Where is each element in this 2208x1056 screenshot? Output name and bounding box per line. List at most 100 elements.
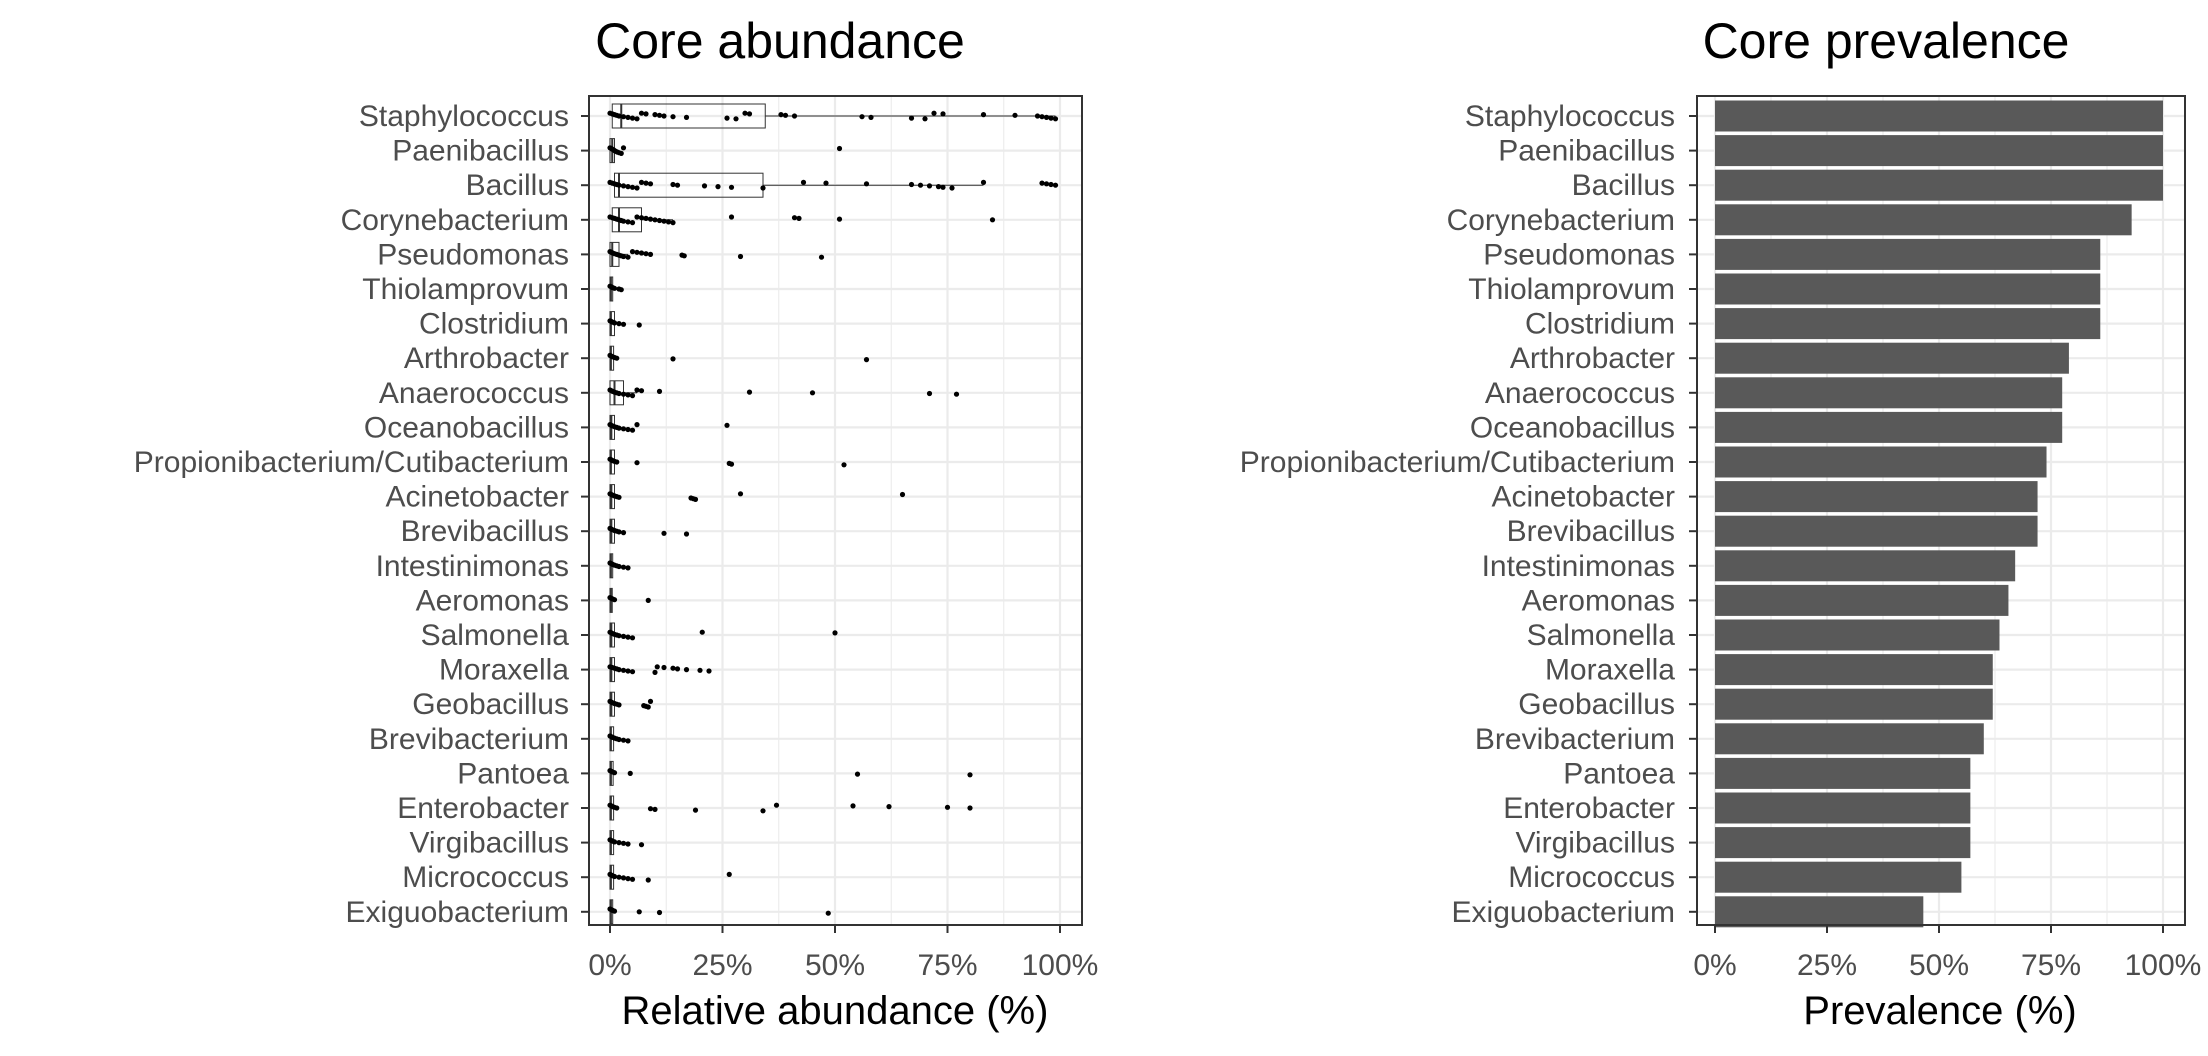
abundance-x-axis-title: Relative abundance (%): [622, 989, 1049, 1033]
abundance-point: [854, 771, 861, 777]
abundance-point: [647, 181, 654, 187]
abundance-point: [638, 179, 645, 185]
prevalence-x-tick-label: 0%: [1693, 949, 1736, 982]
abundance-point: [629, 669, 636, 675]
abundance-point: [926, 390, 933, 397]
abundance-point: [616, 840, 622, 846]
prevalence-category-label: Anaerococcus: [1485, 377, 1675, 410]
abundance-category-label: Staphylococcus: [359, 100, 569, 133]
abundance-point: [629, 876, 636, 882]
abundance-category-labels: StaphylococcusPaenibacillusBacillusCoryn…: [134, 100, 589, 929]
abundance-point: [618, 150, 624, 156]
prevalence-category-labels: StaphylococcusPaenibacillusBacillusCoryn…: [1240, 100, 1697, 929]
abundance-point: [616, 425, 622, 431]
abundance-point: [620, 840, 627, 846]
prevalence-bar: [1715, 723, 1984, 755]
abundance-category-label: Oceanobacillus: [364, 411, 569, 444]
abundance-point: [614, 459, 620, 465]
prevalence-category-label: Virgibacillus: [1515, 827, 1675, 860]
prevalence-bar: [1715, 827, 1971, 859]
abundance-point: [629, 115, 636, 121]
abundance-point: [638, 110, 645, 116]
abundance-point: [670, 665, 676, 671]
abundance-category-label: Moraxella: [439, 654, 569, 687]
prevalence-x-tick-label: 50%: [1909, 949, 1969, 982]
abundance-point: [629, 184, 636, 190]
abundance-point: [760, 808, 766, 814]
prevalence-bar: [1715, 100, 2163, 132]
abundance-point: [643, 111, 649, 117]
abundance-point: [1043, 181, 1050, 187]
abundance-category-label: Acinetobacter: [386, 481, 569, 514]
abundance-point: [625, 841, 631, 847]
abundance-point: [634, 185, 640, 191]
prevalence-category-label: Oceanobacillus: [1470, 411, 1675, 444]
abundance-category-label: Intestinimonas: [376, 550, 569, 583]
abundance-point: [917, 182, 924, 188]
prevalence-x-tick-labels: 0% 25% 50% 75% 100%: [1693, 925, 2201, 982]
abundance-point: [629, 635, 636, 641]
abundance-point: [683, 531, 690, 537]
abundance-point: [625, 426, 631, 433]
abundance-point: [634, 214, 640, 220]
abundance-point: [636, 322, 642, 328]
abundance-point: [652, 806, 658, 813]
abundance-point: [742, 110, 748, 116]
abundance-point: [940, 184, 946, 190]
abundance-point: [629, 249, 636, 255]
abundance-point: [841, 462, 847, 468]
abundance-point: [944, 804, 951, 810]
prevalence-x-tick-label: 100%: [2125, 949, 2202, 982]
abundance-point: [728, 214, 735, 220]
abundance-point: [791, 113, 798, 119]
abundance-point: [643, 180, 649, 186]
abundance-point: [647, 251, 654, 257]
abundance-point: [940, 111, 946, 117]
abundance-point: [616, 182, 622, 188]
prevalence-category-label: Acinetobacter: [1492, 481, 1675, 514]
prevalence-category-label: Bacillus: [1572, 169, 1675, 202]
abundance-point: [850, 803, 856, 809]
abundance-point: [683, 667, 690, 673]
abundance-point: [652, 669, 658, 676]
abundance-point: [670, 220, 676, 226]
abundance-point: [949, 185, 955, 191]
abundance-point: [1034, 113, 1041, 119]
prevalence-bar: [1715, 481, 2038, 513]
prevalence-bar: [1715, 411, 2063, 443]
abundance-point: [645, 597, 651, 604]
abundance-point: [638, 215, 645, 221]
abundance-point: [670, 114, 676, 120]
abundance-point: [636, 909, 642, 915]
abundance-point: [728, 461, 735, 467]
abundance-point: [634, 387, 640, 393]
abundance-point: [728, 184, 735, 190]
abundance-point: [625, 114, 631, 120]
abundance-point: [611, 285, 618, 291]
abundance-point: [620, 530, 627, 536]
abundance-category-label: Micrococcus: [402, 861, 569, 894]
prevalence-category-label: Intestinimonas: [1482, 550, 1675, 583]
prevalence-chart-title: Core prevalence: [1703, 13, 2070, 69]
abundance-point: [926, 183, 933, 189]
abundance-point: [620, 391, 627, 397]
abundance-point: [620, 321, 627, 327]
abundance-point: [670, 181, 676, 188]
abundance-point: [625, 738, 631, 744]
abundance-category-label: Bacillus: [466, 169, 569, 202]
abundance-point: [656, 112, 663, 118]
abundance-point: [661, 664, 667, 671]
abundance-point: [737, 491, 744, 497]
abundance-point: [823, 180, 829, 186]
abundance-category-label: Clostridium: [419, 308, 569, 341]
abundance-point: [618, 287, 624, 293]
abundance-point: [616, 494, 622, 500]
prevalence-category-label: Staphylococcus: [1465, 100, 1675, 133]
abundance-point: [818, 254, 825, 260]
abundance-point: [701, 183, 708, 189]
abundance-point: [836, 145, 843, 152]
abundance-point: [634, 116, 640, 122]
abundance-point: [634, 422, 640, 428]
prevalence-category-label: Paenibacillus: [1498, 135, 1675, 168]
abundance-category-label: Anaerococcus: [379, 377, 569, 410]
